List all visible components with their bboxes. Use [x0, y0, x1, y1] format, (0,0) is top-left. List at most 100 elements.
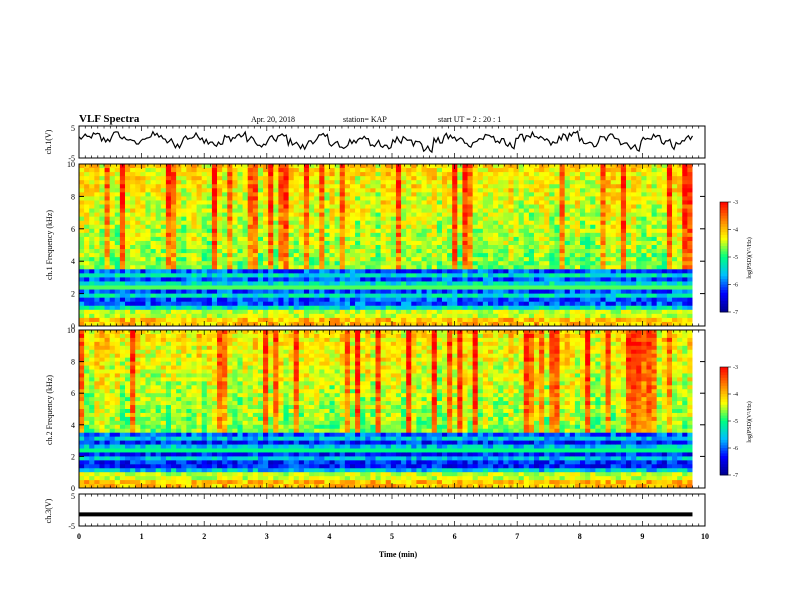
spectrogram-cell [406, 228, 412, 234]
spectrogram-cell [457, 184, 463, 189]
spectrogram-cell [339, 184, 346, 189]
spectrogram-cell [467, 204, 474, 209]
spectrogram-cell [114, 236, 121, 242]
spectrogram-cell [79, 261, 85, 266]
spectrogram-cell [237, 176, 243, 181]
spectrogram-cell [89, 309, 95, 315]
spectrogram-cell [109, 176, 116, 181]
spectrogram-cell [590, 313, 596, 319]
spectrogram-cell [344, 289, 351, 294]
spectrogram-cell [395, 168, 402, 173]
spectrogram-cell [380, 305, 387, 311]
spectrogram-cell [181, 313, 187, 319]
spectrogram-cell [375, 172, 382, 177]
spectrogram-cell [84, 369, 90, 374]
spectrogram-cell [89, 424, 95, 430]
spectrogram-cell [273, 240, 279, 246]
spectrogram-cell [211, 281, 218, 286]
spectrogram-cell [247, 208, 254, 213]
spectrogram-cell [472, 232, 479, 238]
spectrogram-cell [610, 236, 617, 242]
spectrogram-cell [493, 172, 499, 177]
spectrogram-cell [109, 232, 116, 238]
spectrogram-cell [222, 253, 228, 258]
spectrogram-cell [319, 289, 325, 294]
spectrogram-cell [370, 289, 376, 294]
spectrogram-cell [467, 273, 474, 278]
spectrogram-cell [549, 240, 555, 246]
spectrogram-cell [528, 253, 535, 258]
spectrogram-cell [79, 289, 85, 294]
spectrogram-cell [482, 180, 489, 185]
spectrogram-cell [554, 253, 560, 258]
spectrogram-cell [283, 216, 289, 222]
spectrogram-cell [104, 265, 111, 270]
spectrogram-cell [447, 249, 453, 254]
spectrogram-cell [125, 184, 131, 189]
spectrogram-cell [610, 309, 617, 315]
spectrogram-cell [288, 277, 295, 282]
spectrogram-cell [401, 232, 407, 238]
spectrogram-cell [447, 281, 453, 286]
spectrogram-cell [672, 216, 678, 222]
spectrogram-cell [283, 224, 289, 230]
spectrogram-cell [196, 249, 203, 254]
spectrogram-cell [677, 232, 683, 238]
spectrogram-cell [406, 285, 412, 290]
spectrogram-cell [477, 269, 484, 274]
spectrogram-cell [406, 176, 412, 181]
spectrogram-cell [646, 176, 652, 181]
spectrogram-cell [651, 240, 658, 246]
spectrogram-cell [487, 305, 494, 311]
spectrogram-cell [467, 212, 474, 218]
spectrogram-cell [109, 269, 116, 274]
spectrogram-cell [462, 265, 468, 270]
spectrogram-cell [181, 285, 187, 290]
spectrogram-cell [447, 180, 453, 185]
spectrogram-cell [257, 273, 264, 278]
spectrogram-cell [682, 240, 688, 246]
spectrogram-cell [79, 220, 85, 226]
spectrogram-cell [605, 261, 612, 266]
spectrogram-cell [150, 285, 157, 290]
spectrogram-cell [268, 200, 274, 205]
spectrogram-cell [523, 212, 530, 218]
spectrogram-cell [89, 337, 95, 343]
spectrogram-cell [252, 309, 259, 315]
spectrogram-cell [661, 265, 668, 270]
spectrogram-cell [217, 289, 223, 294]
spectrogram-cell [114, 240, 121, 246]
spectrogram-cell [646, 216, 652, 222]
spectrogram-cell [620, 168, 627, 173]
spectrogram-cell [421, 257, 428, 262]
spectrogram-cell [309, 228, 315, 234]
spectrogram-cell [447, 164, 453, 169]
spectrogram-cell [620, 277, 627, 282]
spectrogram-cell [150, 236, 157, 242]
spectrogram-cell [222, 180, 228, 185]
spectrogram-cell [421, 249, 428, 254]
spectrogram-cell [600, 281, 606, 286]
spectrogram-cell [467, 293, 474, 299]
spectrogram-cell [319, 249, 325, 254]
spectrogram-cell [564, 305, 571, 311]
spectrogram-cell [237, 313, 243, 319]
spectrogram-cell [544, 180, 550, 185]
spectrogram-cell [620, 313, 627, 319]
spectrogram-cell [441, 204, 448, 209]
spectrogram-cell [539, 257, 545, 262]
spectrogram-cell [544, 289, 550, 294]
spectrogram-cell [324, 224, 330, 230]
spectrogram-cell [549, 245, 555, 250]
spectrogram-cell [370, 204, 376, 209]
spectrogram-cell [355, 321, 361, 327]
spectrogram-cell [518, 285, 525, 290]
spectrogram-cell [79, 341, 85, 347]
spectrogram-cell [457, 228, 463, 234]
spectrogram-cell [99, 285, 105, 290]
spectrogram-cell [385, 208, 392, 213]
spectrogram-cell [288, 236, 295, 242]
spectrogram-cell [523, 281, 530, 286]
spectrogram-cell [150, 257, 157, 262]
spectrogram-cell [574, 180, 581, 185]
